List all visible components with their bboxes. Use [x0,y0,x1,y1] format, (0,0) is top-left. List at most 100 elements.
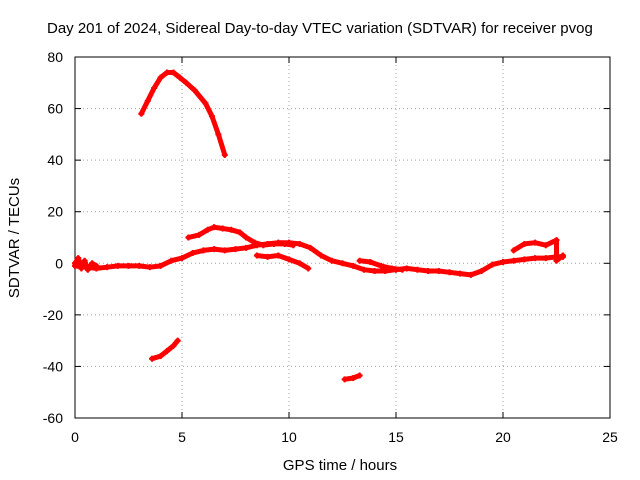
y-tick-label: 80 [47,49,63,65]
data-point [264,253,271,260]
data-point [318,252,325,259]
data-point [138,110,145,117]
data-point [243,234,250,241]
data-point [176,74,183,81]
data-point [189,249,196,256]
data-point [521,240,528,247]
data-point [200,247,207,254]
data-point [136,262,143,269]
data-point [371,268,378,275]
data-point [164,69,171,76]
data-point [350,375,357,382]
data-point [532,239,539,246]
data-point [251,239,258,246]
data-point [157,262,164,269]
data-point [467,271,474,278]
data-point [221,247,228,254]
data-point [532,255,539,262]
data-point [253,252,260,259]
data-point [296,240,303,247]
x-tick-label: 15 [388,429,404,445]
data-point [367,258,374,265]
data-point [211,224,218,231]
data-point [275,252,282,259]
data-point [356,257,363,264]
plot-frame [74,56,611,419]
data-point [290,242,297,249]
data-point [510,257,517,264]
data-point [89,260,96,267]
x-tick-label: 10 [281,429,297,445]
data-point [378,262,385,269]
y-tick-label: 20 [47,204,63,220]
data-point [125,262,132,269]
y-tick-label: -60 [43,410,63,426]
data-point [78,265,85,272]
data-point [339,260,346,267]
data-point [542,255,549,262]
data-point [219,225,226,232]
data-point [260,242,267,249]
grid-lines [75,57,610,418]
data-point [215,131,222,138]
data-point [170,342,177,349]
data-point [170,69,177,76]
data-point [307,244,314,251]
x-axis-label: GPS time / hours [283,457,397,474]
data-point [211,246,218,253]
data-point [183,79,190,86]
data-point [221,151,228,158]
data-point [174,337,181,344]
data-point [286,256,292,263]
data-point [399,266,406,273]
data-point [271,240,278,247]
data-point [75,255,82,262]
data-point [542,242,549,249]
data-point [281,240,288,247]
data-point [144,97,151,104]
data-point [243,244,250,251]
data-point [388,265,395,272]
data-point [446,269,453,276]
series-arc-upper-hump [185,224,296,248]
data-point [208,113,215,120]
data-point [414,266,421,273]
data-point [84,266,91,273]
data-point [478,268,485,275]
axis-ticks: 0 5 10 15 20 25 -60 -40 -20 0 20 40 60 80 [43,49,618,445]
data-point [489,261,496,268]
data-point [341,376,348,383]
y-tick-label: -40 [43,358,63,374]
data-point [228,226,235,233]
data-point [236,229,243,236]
data-point [168,257,175,264]
x-tick-label: 20 [495,429,511,445]
x-tick-label: 5 [178,429,186,445]
data-point [72,260,78,267]
data-point [457,270,464,277]
data-point [93,262,100,269]
data-point [553,237,560,244]
data-point [151,84,158,91]
data-point [356,372,363,379]
data-point [360,266,367,273]
data-point [191,87,198,94]
y-tick-label: 60 [47,101,63,117]
data-series [72,69,566,383]
x-tick-label: 25 [602,429,618,445]
data-point [559,252,566,259]
data-point [196,231,203,238]
data-point [146,264,153,271]
data-point [202,100,209,107]
data-point [425,268,432,275]
data-point [305,265,312,272]
data-point [179,255,185,262]
data-point [553,257,560,264]
data-point [149,355,156,362]
data-point [104,264,111,271]
data-point [521,256,528,263]
data-point [500,258,506,265]
data-point [157,353,164,360]
data-point [328,257,335,264]
